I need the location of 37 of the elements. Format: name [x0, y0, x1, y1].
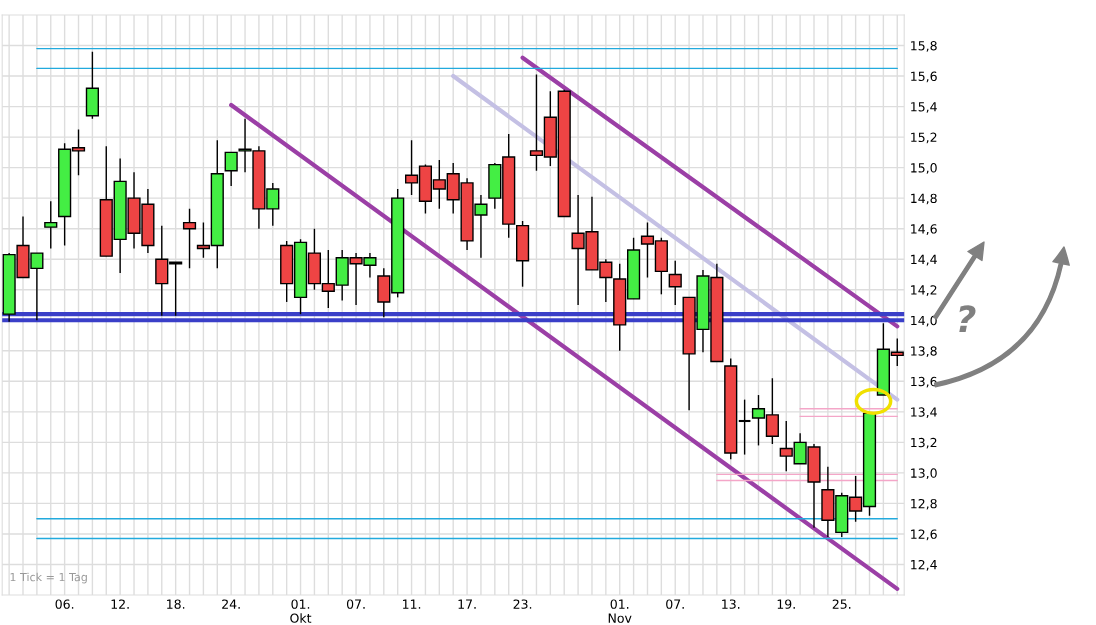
- candlestick: [44, 200, 58, 250]
- y-tick-label: 15,6: [911, 71, 937, 83]
- x-tick-label: 25.: [832, 599, 851, 609]
- y-tick-label: 14,8: [911, 193, 937, 205]
- y-tick-label: 15,8: [911, 41, 937, 52]
- candlestick: [668, 260, 682, 306]
- candlestick: [224, 151, 238, 187]
- text: ?: [959, 305, 976, 332]
- y-tick-label: 14,4: [911, 254, 937, 266]
- y-tick-label: 15,4: [911, 102, 937, 113]
- y-tick-label: 12,6: [911, 529, 937, 541]
- x-tick-label: 19.: [777, 599, 795, 609]
- y-tick-label: 14,2: [911, 285, 937, 296]
- x-tick-label: 18.: [167, 599, 185, 609]
- x-tick-label: 01. Okt: [290, 599, 312, 623]
- y-tick-label: 13,0: [911, 468, 937, 480]
- y-tick-label: 12,4: [911, 559, 937, 571]
- y-tick-label: 15,2: [911, 132, 937, 144]
- candlestick: [737, 398, 752, 456]
- x-tick-label: 11.: [403, 599, 421, 609]
- x-tick-label: 07.: [666, 599, 684, 609]
- y-tick-label: 14,6: [911, 224, 937, 235]
- x-tick-label: 23.: [513, 599, 532, 609]
- y-tick-label: 13,2: [911, 437, 937, 449]
- x-tick-label: 13.: [722, 599, 740, 609]
- y-tick-label: 13,8: [911, 346, 937, 357]
- x-tick-label: 07.: [346, 599, 365, 609]
- y-tick-label: 15,0: [911, 163, 937, 174]
- x-tick-label: 01. Nov: [608, 599, 632, 623]
- x-tick-label: 24.: [222, 599, 240, 609]
- x-tick-label: 12.: [111, 599, 129, 609]
- x-tick-label: 06.: [55, 599, 74, 609]
- y-tick-label: 13,4: [911, 407, 937, 419]
- annotation: 1 Tick = 1 Tag: [10, 572, 87, 584]
- candlestick: [182, 208, 197, 270]
- x-tick-label: 17.: [458, 599, 476, 609]
- y-tick-label: 12,8: [911, 498, 937, 510]
